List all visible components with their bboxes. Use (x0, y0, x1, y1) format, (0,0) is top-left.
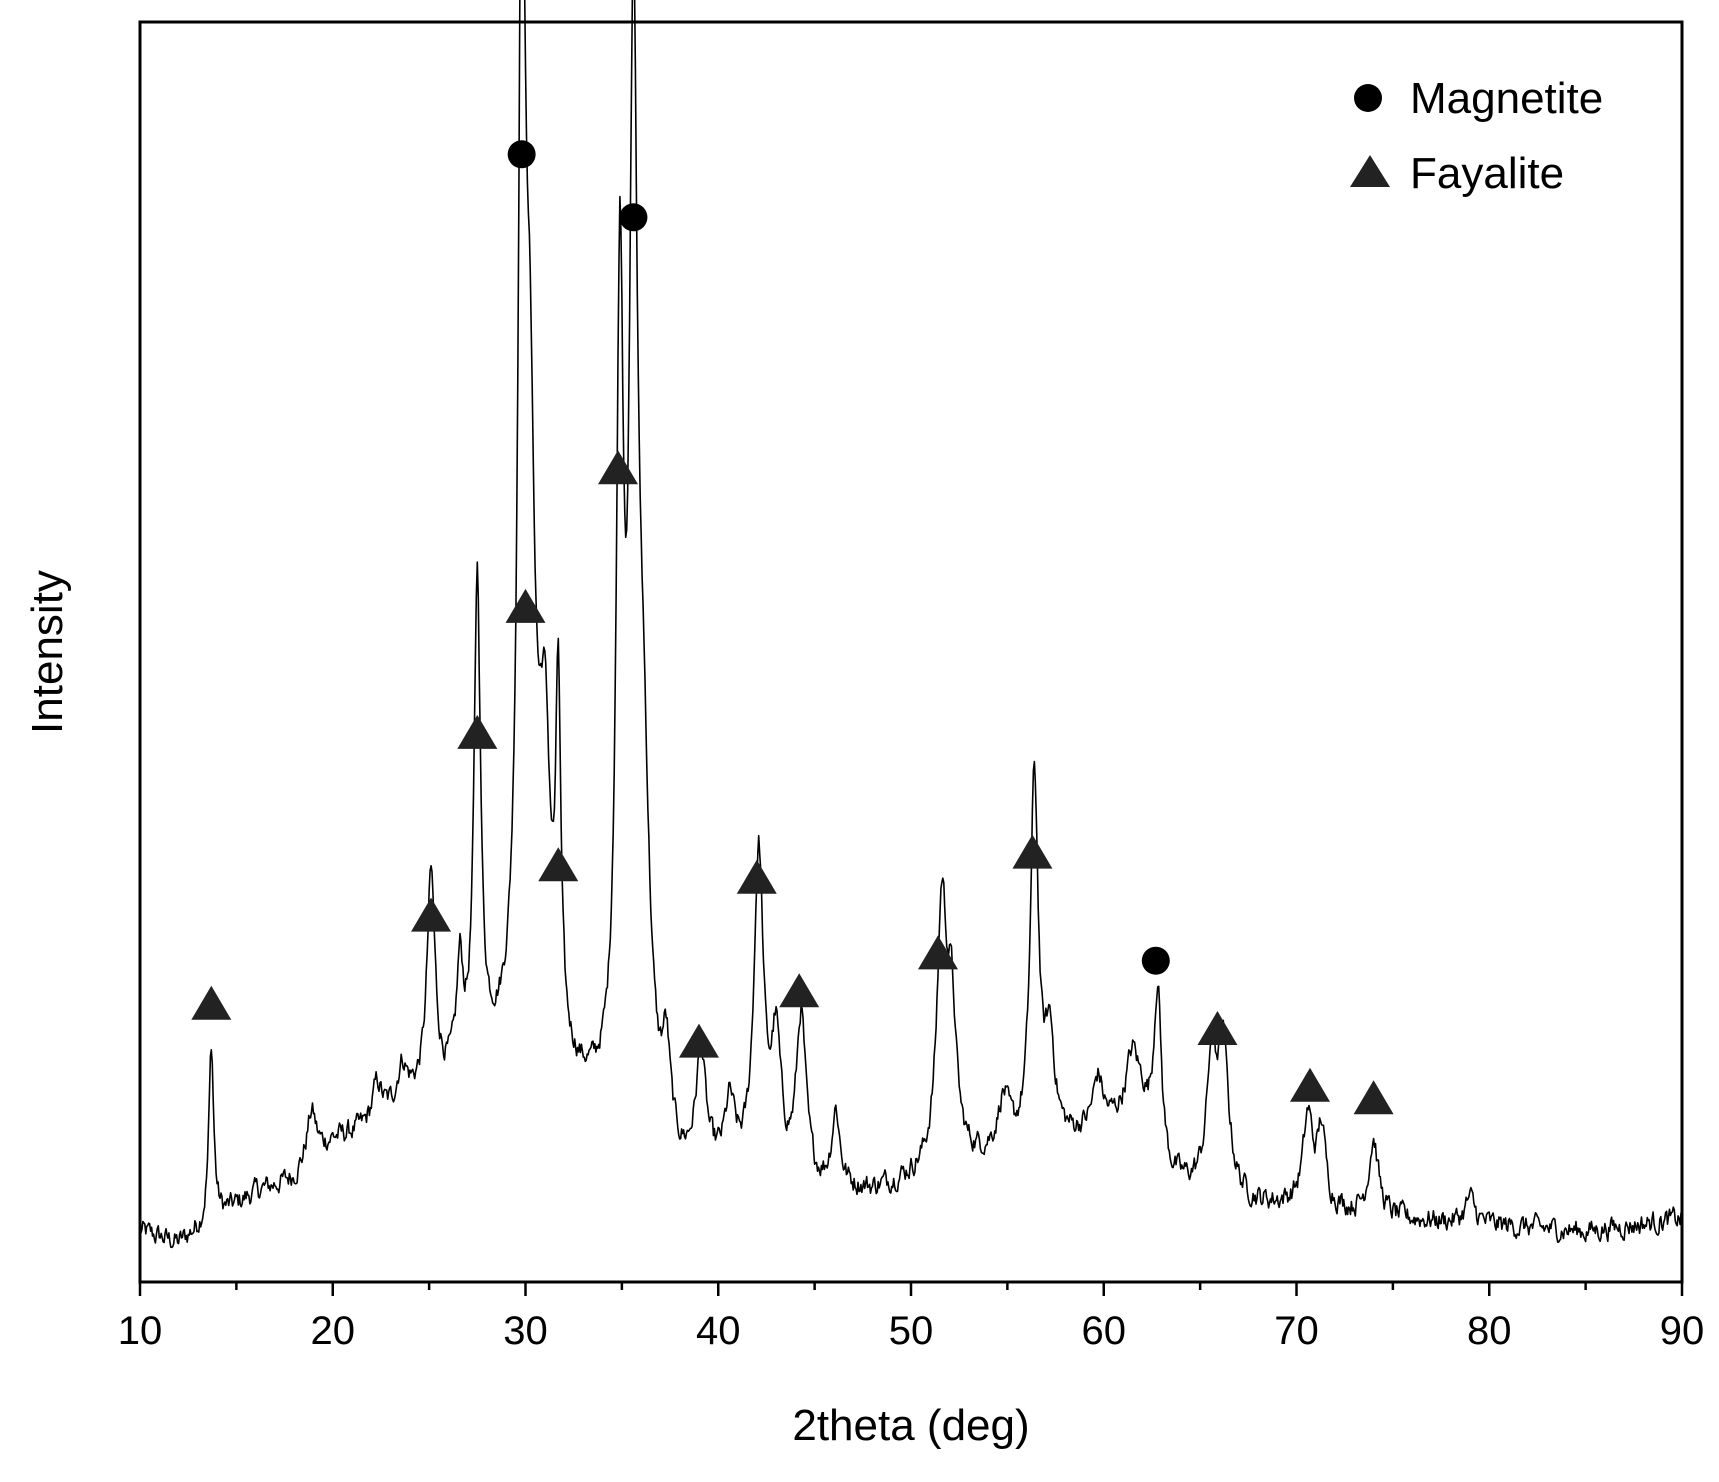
legend-magnetite-label: Magnetite (1410, 74, 1603, 123)
fayalite-peak-marker (191, 985, 232, 1020)
x-tick-label: 70 (1274, 1309, 1319, 1353)
x-tick-label: 90 (1660, 1309, 1705, 1353)
fayalite-peak-marker (1197, 1011, 1238, 1045)
x-tick-label: 10 (118, 1309, 163, 1353)
x-tick-label: 30 (503, 1309, 548, 1353)
legend-magnetite-marker (1354, 84, 1382, 112)
phase-markers (191, 140, 1394, 1115)
fayalite-peak-marker (779, 973, 820, 1008)
x-tick-label: 80 (1467, 1309, 1512, 1353)
x-tick-label: 60 (1082, 1309, 1127, 1353)
y-axis-label: Intensity (23, 570, 72, 734)
fayalite-peak-marker (538, 847, 579, 882)
fayalite-peak-marker (457, 714, 498, 749)
fayalite-peak-marker (411, 897, 452, 932)
fayalite-peak-marker (736, 859, 777, 894)
x-tick-label: 50 (889, 1309, 934, 1353)
x-tick-label: 40 (696, 1309, 741, 1353)
fayalite-peak-marker (505, 588, 546, 623)
fayalite-peak-marker (917, 935, 958, 970)
legend: Magnetite Fayalite (1350, 74, 1603, 198)
legend-fayalite-marker (1350, 155, 1390, 187)
magnetite-peak-marker (619, 203, 648, 232)
magnetite-peak-marker (507, 140, 536, 169)
xrd-series-line (139, 0, 1683, 1249)
x-axis-label: 2theta (deg) (792, 1401, 1029, 1450)
plot-frame (138, 20, 1684, 1284)
fayalite-peak-marker (598, 450, 639, 485)
fayalite-peak-marker (1012, 834, 1053, 869)
x-tick-label: 20 (311, 1309, 356, 1353)
x-axis-ticks (138, 1282, 1684, 1296)
fayalite-peak-marker (1353, 1080, 1394, 1115)
legend-fayalite-label: Fayalite (1410, 149, 1564, 198)
magnetite-peak-marker (1141, 946, 1170, 975)
fayalite-peak-marker (1289, 1067, 1330, 1102)
fayalite-peak-marker (678, 1023, 719, 1058)
x-axis-tick-labels: 10 20 30 40 50 60 70 80 90 (118, 1309, 1705, 1353)
